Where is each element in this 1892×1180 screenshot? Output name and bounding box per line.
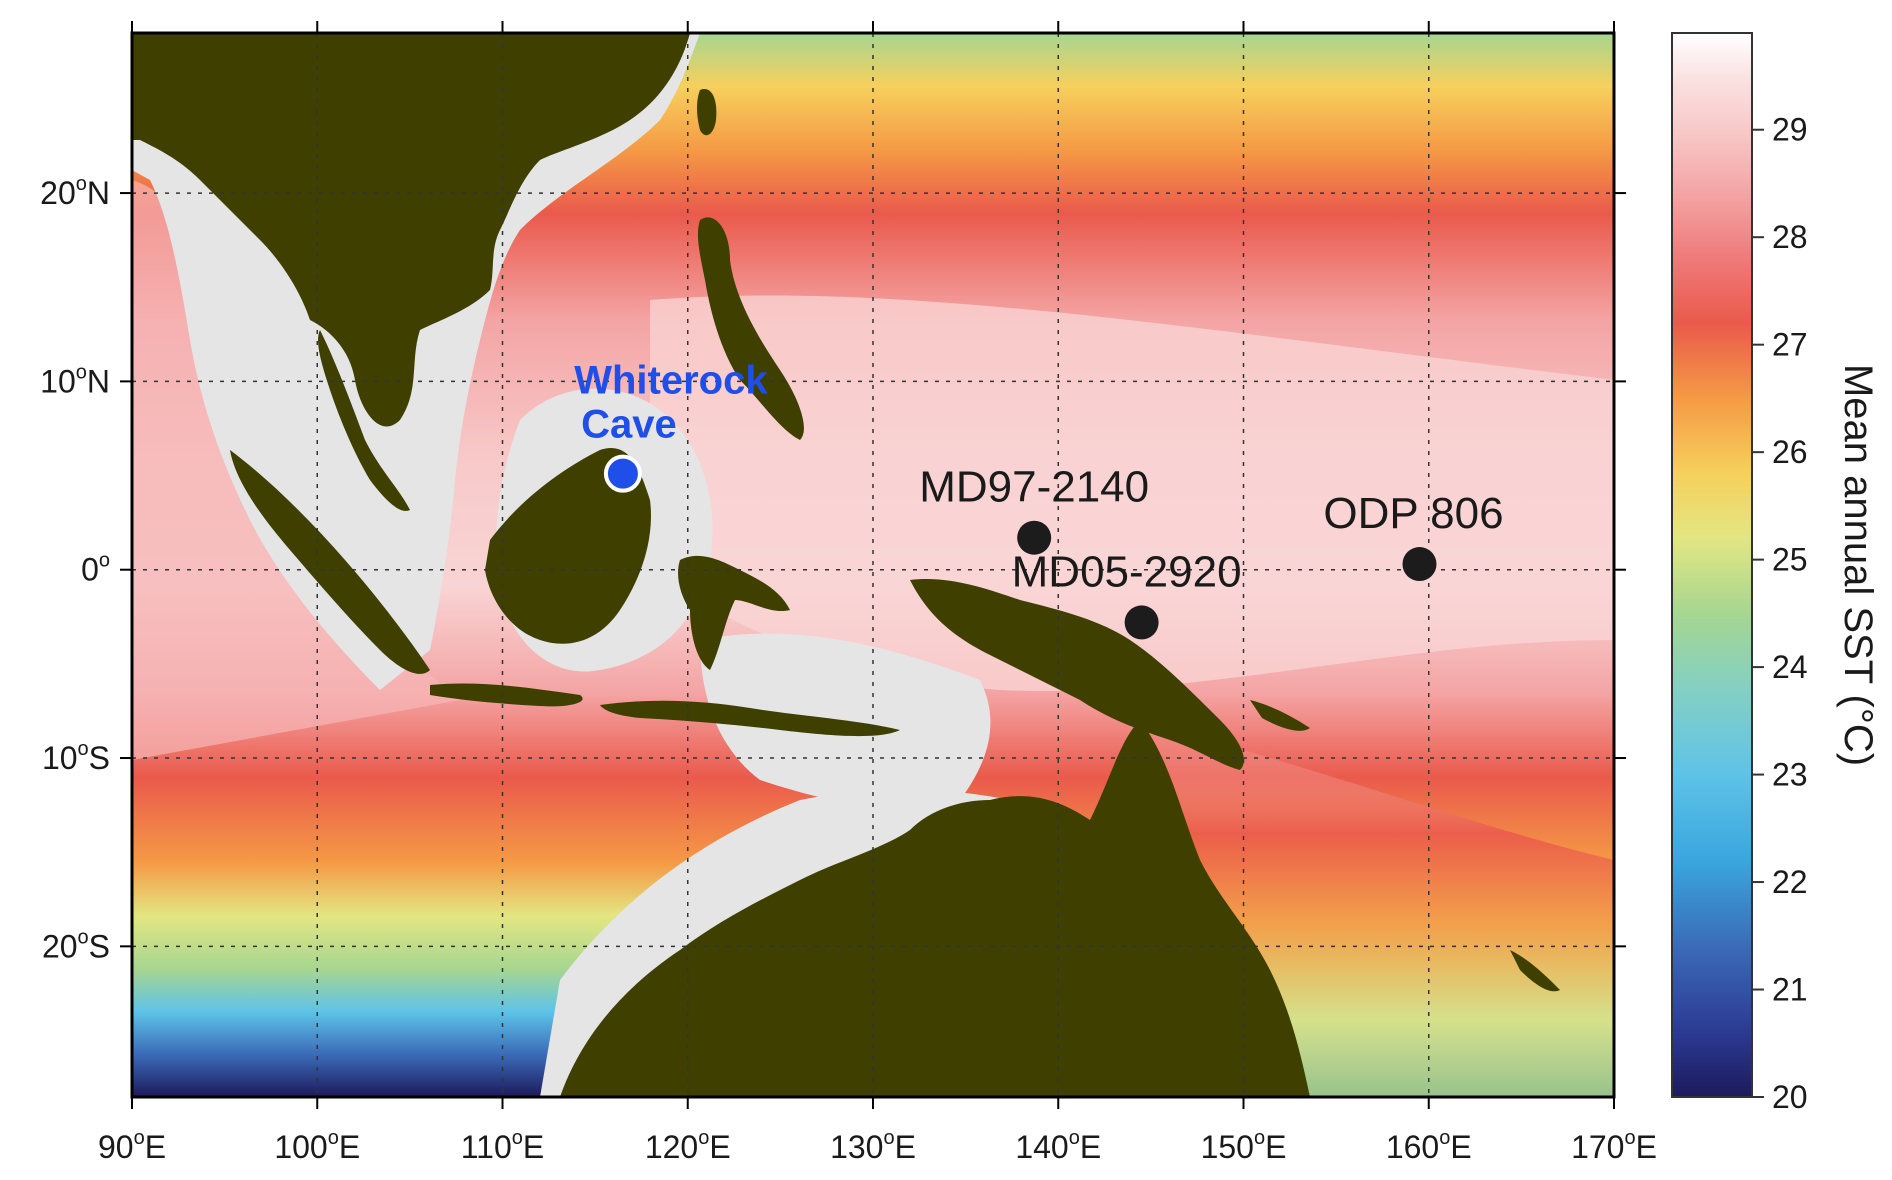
graticule bbox=[132, 33, 1614, 1097]
land-solomons bbox=[1250, 700, 1310, 731]
sst-map-panel bbox=[132, 33, 1614, 1097]
land-sulawesi bbox=[678, 555, 790, 670]
colorbar-tick-label: 21 bbox=[1772, 972, 1808, 1008]
colorbar-tick-label: 26 bbox=[1772, 434, 1808, 470]
core-marker bbox=[1017, 520, 1052, 555]
cave-marker bbox=[603, 454, 642, 493]
lon-tick-label: 110oE bbox=[461, 1127, 544, 1165]
sst-colorbar: 20 21 22 23 24 25 26 27 28 29 Mean annual SST (°C… bbox=[1671, 32, 1880, 1115]
core-label: MD05-2920 bbox=[1012, 547, 1242, 596]
colorbar-tick-label: 29 bbox=[1772, 112, 1808, 148]
land-java bbox=[430, 683, 583, 707]
colorbar-tick-label: 25 bbox=[1772, 542, 1808, 578]
colorbar-fill bbox=[1672, 33, 1752, 1097]
longitude-axis: 90oE 100oE 110oE 120oE 130oE 140oE 150oE 160oE 1… bbox=[98, 21, 1657, 1165]
land-lesser-sunda bbox=[600, 700, 900, 737]
lon-tick-label: 140oE bbox=[1015, 1127, 1101, 1165]
lon-tick-label: 100oE bbox=[274, 1127, 360, 1165]
land-australia bbox=[560, 720, 1310, 1097]
colorbar-tick-label: 23 bbox=[1772, 757, 1808, 793]
lat-tick-label: 0o bbox=[81, 550, 110, 588]
colorbar-tick-label: 20 bbox=[1772, 1079, 1808, 1115]
colorbar-tick-label: 24 bbox=[1772, 649, 1808, 685]
lon-tick-label: 170oE bbox=[1571, 1127, 1657, 1165]
site-md97-2140: MD97-2140 bbox=[919, 463, 1149, 555]
lon-tick-label: 150oE bbox=[1201, 1127, 1287, 1165]
cave-label-line1: Whiterock bbox=[574, 359, 768, 403]
colorbar-title: Mean annual SST (°C) bbox=[1836, 364, 1880, 766]
warm-pool-region bbox=[650, 295, 1614, 692]
cave-label-line2: Cave bbox=[581, 403, 677, 447]
lon-tick-label: 120oE bbox=[645, 1127, 731, 1165]
land-taiwan bbox=[697, 89, 717, 136]
colorbar-frame bbox=[1671, 32, 1753, 1098]
colorbar-ticks: 20 21 22 23 24 25 26 27 28 29 bbox=[1752, 112, 1808, 1115]
land-borneo bbox=[485, 448, 651, 644]
land-new-guinea bbox=[910, 579, 1244, 770]
colorbar-tick-label: 22 bbox=[1772, 864, 1808, 900]
latitude-axis: 20oN 10oN 0o 10oS 20oS bbox=[40, 173, 1626, 964]
land-hainan bbox=[476, 196, 505, 224]
site-odp-806: ODP 806 bbox=[1323, 489, 1504, 582]
lon-tick-label: 130oE bbox=[830, 1127, 916, 1165]
lat-tick-label: 20oS bbox=[42, 926, 110, 964]
core-marker bbox=[1402, 547, 1437, 582]
land-malay-peninsula bbox=[318, 330, 410, 511]
land-masses bbox=[132, 33, 1560, 1097]
land-asia bbox=[132, 33, 690, 427]
land-philippines bbox=[697, 217, 804, 440]
lat-tick-label: 20oN bbox=[40, 173, 110, 211]
colorbar-tick-label: 28 bbox=[1772, 219, 1808, 255]
lat-tick-label: 10oS bbox=[42, 738, 110, 776]
site-md05-2920: MD05-2920 bbox=[1012, 547, 1242, 640]
core-label: ODP 806 bbox=[1323, 489, 1503, 538]
land-sumatra bbox=[230, 450, 430, 674]
lat-tick-label: 10oN bbox=[40, 361, 110, 399]
lon-tick-label: 90oE bbox=[98, 1127, 166, 1165]
colorbar-tick-label: 27 bbox=[1772, 327, 1808, 363]
land-new-caledonia bbox=[1510, 950, 1560, 992]
lon-tick-label: 160oE bbox=[1386, 1127, 1472, 1165]
core-label: MD97-2140 bbox=[919, 463, 1149, 512]
core-marker bbox=[1124, 605, 1159, 640]
